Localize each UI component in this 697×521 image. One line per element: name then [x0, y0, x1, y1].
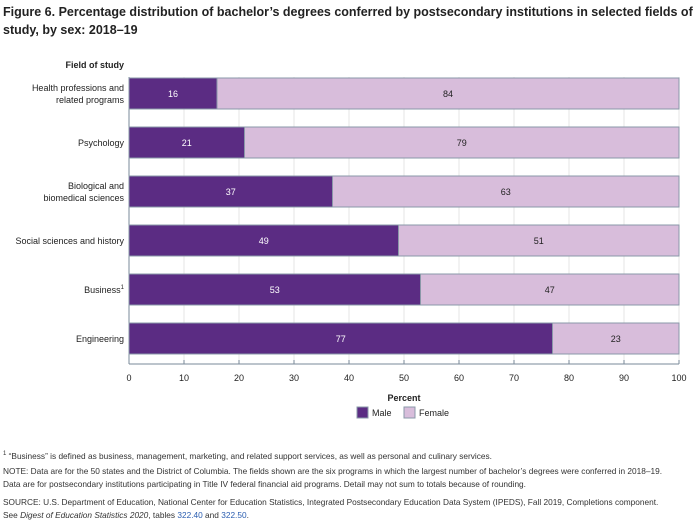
bar-male: [128, 224, 399, 257]
footnote-text: “Business” is defined as business, manag…: [6, 450, 492, 461]
note: NOTE: Data are for the 50 states and the…: [3, 465, 662, 491]
source: SOURCE: U.S. Department of Education, Na…: [3, 496, 658, 521]
source-text: .: [246, 510, 249, 520]
category-label: Social sciences and history: [15, 236, 124, 246]
bar-male: [128, 126, 245, 159]
data-label-male: 16: [168, 89, 178, 99]
x-tick-label: 80: [564, 373, 574, 383]
digest-title: Digest of Education Statistics 2020: [20, 510, 149, 520]
data-label-male: 37: [226, 187, 236, 197]
x-tick-label: 20: [234, 373, 244, 383]
note-line: Data are for postsecondary institutions …: [3, 479, 526, 489]
y-axis-title: Field of study: [66, 60, 125, 70]
legend-swatch-male: [356, 406, 369, 419]
source-text: See: [3, 510, 21, 520]
x-axis-title: Percent: [387, 393, 420, 403]
bar-female: [398, 224, 680, 257]
data-label-female: 51: [534, 236, 544, 246]
bar-female: [332, 175, 680, 208]
x-tick-label: 100: [671, 373, 686, 383]
bar-female: [216, 77, 680, 110]
note-line: NOTE: Data are for the 50 states and the…: [3, 466, 663, 476]
bar-female: [552, 322, 680, 355]
x-tick-label: 50: [399, 373, 409, 383]
x-tick-label: 0: [126, 373, 131, 383]
footnote: 1 “Business” is defined as business, man…: [3, 448, 492, 463]
bar-male: [128, 77, 218, 110]
footnote-mark: 1: [3, 451, 7, 457]
bar-male: [128, 175, 333, 208]
bar-male: [128, 322, 553, 355]
chart-title: Figure 6. Percentage distribution of bac…: [3, 5, 693, 37]
bar-female: [244, 126, 680, 159]
category-label: related programs: [56, 95, 125, 105]
category-label: Biological and: [68, 181, 124, 191]
data-label-male: 49: [259, 236, 269, 246]
category-label: Psychology: [78, 138, 125, 148]
x-tick-label: 90: [619, 373, 629, 383]
category-label: Engineering: [76, 334, 124, 344]
x-tick-label: 70: [509, 373, 519, 383]
category-label: biomedical sciences: [43, 193, 124, 203]
data-label-male: 53: [270, 285, 280, 295]
data-label-male: 77: [336, 334, 346, 344]
data-label-female: 47: [545, 285, 555, 295]
legend-swatch-female: [403, 406, 416, 419]
source-line: SOURCE: U.S. Department of Education, Na…: [3, 497, 659, 507]
x-tick-label: 60: [454, 373, 464, 383]
legend-label-female: Female: [419, 408, 449, 418]
category-label: Business1: [84, 285, 125, 295]
data-label-male: 21: [182, 138, 192, 148]
data-label-female: 63: [501, 187, 511, 197]
data-label-female: 84: [443, 89, 453, 99]
x-tick-label: 30: [289, 373, 299, 383]
source-line: See Digest of Education Statistics 2020,…: [3, 509, 658, 521]
bar-male: [128, 273, 421, 306]
bar-chart: 0 10 20 30 40 50 60 70 80 90 100 Field of study Perc…: [15, 60, 687, 419]
table-link-322-40[interactable]: 322.40: [177, 510, 203, 520]
data-label-female: 79: [457, 138, 467, 148]
category-label: Health professions and: [32, 83, 124, 93]
x-tick-label: 10: [179, 373, 189, 383]
bar-female: [420, 273, 680, 306]
legend-label-male: Male: [372, 408, 392, 418]
x-tick-label: 40: [344, 373, 354, 383]
table-link-322-50[interactable]: 322.50: [221, 510, 247, 520]
source-text: and: [202, 510, 222, 520]
data-label-female: 23: [611, 334, 621, 344]
source-text: , tables: [148, 510, 178, 520]
